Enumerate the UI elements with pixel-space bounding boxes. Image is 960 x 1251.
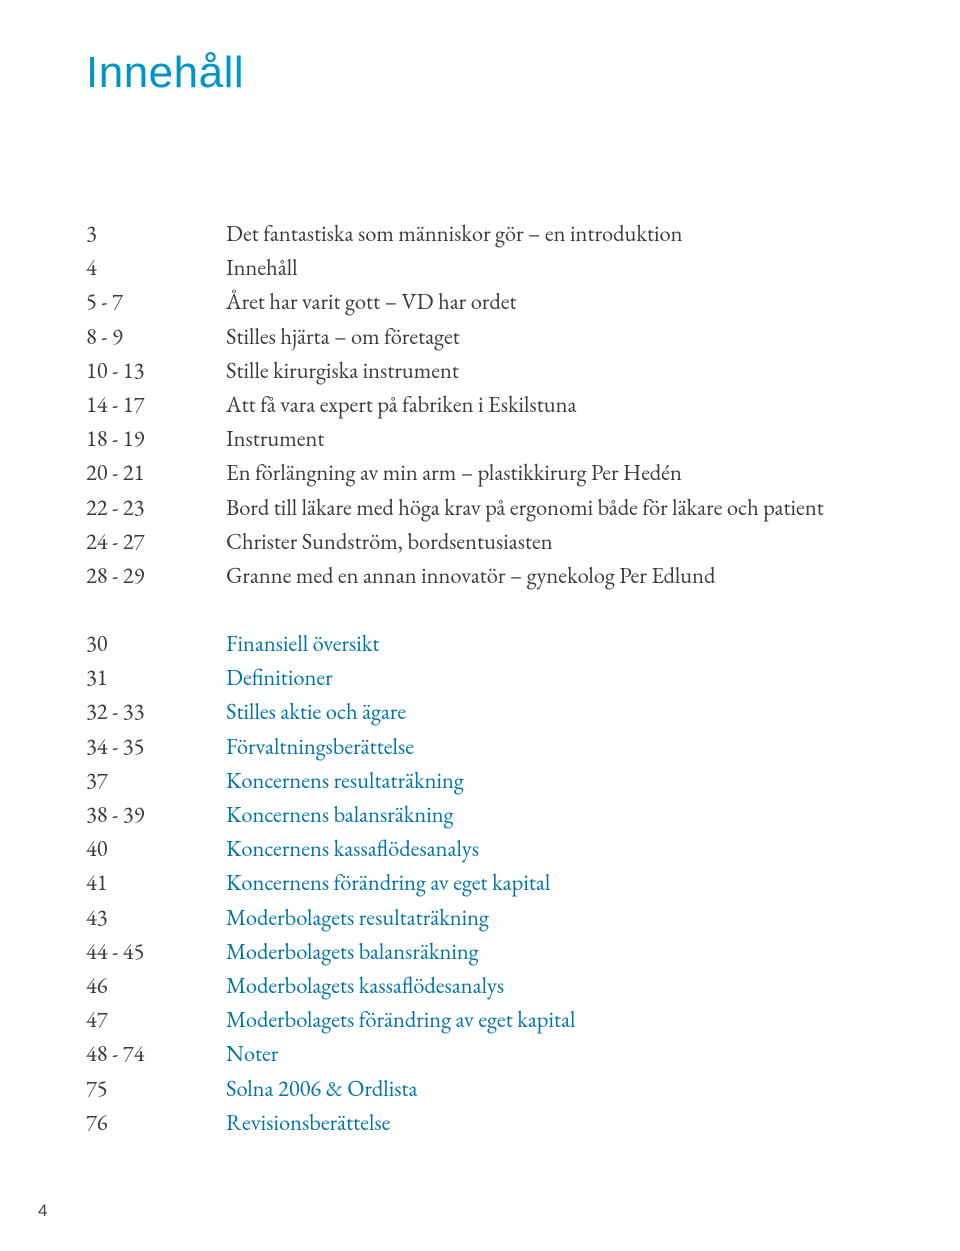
toc-row: 10 - 13 Stille kirurgiska instrument — [86, 353, 960, 387]
toc-page: 10 - 13 — [86, 353, 226, 387]
toc-page: 14 - 17 — [86, 387, 226, 421]
toc-row: 41 Koncernens förändring av eget kapital — [86, 865, 960, 899]
toc-title: Definitioner — [226, 660, 960, 694]
toc-row: 37 Koncernens resultaträkning — [86, 763, 960, 797]
toc-title: Instrument — [226, 421, 960, 455]
toc-title: Stilles hjärta – om företaget — [226, 319, 960, 353]
toc-page: 4 — [86, 250, 226, 284]
toc-page: 34 - 35 — [86, 729, 226, 763]
toc-page: 24 - 27 — [86, 524, 226, 558]
page-title: Innehåll — [86, 48, 960, 98]
toc-page: 38 - 39 — [86, 797, 226, 831]
toc-title: Koncernens förändring av eget kapital — [226, 865, 960, 899]
toc-title: Finansiell översikt — [226, 626, 960, 660]
page-number: 4 — [38, 1201, 47, 1221]
toc-title: Förvaltningsberättelse — [226, 729, 960, 763]
toc-row: 14 - 17 Att få vara expert på fabriken i… — [86, 387, 960, 421]
toc-row: 22 - 23 Bord till läkare med höga krav p… — [86, 490, 960, 524]
toc-title: Bord till läkare med höga krav på ergono… — [226, 490, 960, 524]
toc-page: 30 — [86, 626, 226, 660]
toc-title: Koncernens kassaflödesanalys — [226, 831, 960, 865]
toc-title: En förlängning av min arm – plastikkirur… — [226, 455, 960, 489]
toc-page: 40 — [86, 831, 226, 865]
toc-page: 8 - 9 — [86, 319, 226, 353]
toc-title: Noter — [226, 1036, 960, 1070]
toc-row: 44 - 45 Moderbolagets balansräkning — [86, 934, 960, 968]
toc-row: 18 - 19 Instrument — [86, 421, 960, 455]
toc-row: 32 - 33 Stilles aktie och ägare — [86, 694, 960, 728]
toc-page: 20 - 21 — [86, 455, 226, 489]
toc-page: 32 - 33 — [86, 694, 226, 728]
toc-title: Stilles aktie och ägare — [226, 694, 960, 728]
toc-row: 34 - 35 Förvaltningsberättelse — [86, 729, 960, 763]
toc-row: 5 - 7 Året har varit gott – VD har ordet — [86, 284, 960, 318]
toc-page: 48 - 74 — [86, 1036, 226, 1070]
toc-title: Året har varit gott – VD har ordet — [226, 284, 960, 318]
toc-title: Innehåll — [226, 250, 960, 284]
toc-row: 40 Koncernens kassaflödesanalys — [86, 831, 960, 865]
toc-page: 3 — [86, 216, 226, 250]
toc-title: Moderbolagets förändring av eget kapital — [226, 1002, 960, 1036]
toc-title: Stille kirurgiska instrument — [226, 353, 960, 387]
toc-row: 20 - 21 En förlängning av min arm – plas… — [86, 455, 960, 489]
toc-row: 46 Moderbolagets kassaflödesanalys — [86, 968, 960, 1002]
toc-page: 44 - 45 — [86, 934, 226, 968]
toc-page: 28 - 29 — [86, 558, 226, 592]
toc-row: 24 - 27 Christer Sundström, bordsentusia… — [86, 524, 960, 558]
toc-page: 18 - 19 — [86, 421, 226, 455]
toc-page: 47 — [86, 1002, 226, 1036]
toc-row: 38 - 39 Koncernens balansräkning — [86, 797, 960, 831]
toc-page: 46 — [86, 968, 226, 1002]
toc-title: Koncernens balansräkning — [226, 797, 960, 831]
toc-page: 22 - 23 — [86, 490, 226, 524]
toc-page: 5 - 7 — [86, 284, 226, 318]
toc-title: Att få vara expert på fabriken i Eskilst… — [226, 387, 960, 421]
toc-title: Granne med en annan innovatör – gynekolo… — [226, 558, 960, 592]
toc-list: 3 Det fantastiska som människor gör – en… — [86, 216, 960, 1139]
toc-page: 37 — [86, 763, 226, 797]
toc-title: Moderbolagets resultaträkning — [226, 900, 960, 934]
toc-row: 43 Moderbolagets resultaträkning — [86, 900, 960, 934]
page-container: Innehåll 3 Det fantastiska som människor… — [0, 0, 960, 1251]
toc-row: 3 Det fantastiska som människor gör – en… — [86, 216, 960, 250]
toc-row: 75 Solna 2006 & Ordlista — [86, 1071, 960, 1105]
toc-title: Koncernens resultaträkning — [226, 763, 960, 797]
toc-row: 47 Moderbolagets förändring av eget kapi… — [86, 1002, 960, 1036]
toc-title: Moderbolagets kassaflödesanalys — [226, 968, 960, 1002]
toc-title: Moderbolagets balansräkning — [226, 934, 960, 968]
toc-row: 31 Definitioner — [86, 660, 960, 694]
toc-row: 4 Innehåll — [86, 250, 960, 284]
toc-row: 8 - 9 Stilles hjärta – om företaget — [86, 319, 960, 353]
toc-row: 28 - 29 Granne med en annan innovatör – … — [86, 558, 960, 592]
toc-title: Revisionsberättelse — [226, 1105, 960, 1139]
toc-title: Det fantastiska som människor gör – en i… — [226, 216, 960, 250]
toc-row: 30 Finansiell översikt — [86, 626, 960, 660]
toc-page: 75 — [86, 1071, 226, 1105]
toc-page: 76 — [86, 1105, 226, 1139]
toc-page: 43 — [86, 900, 226, 934]
toc-page: 41 — [86, 865, 226, 899]
toc-title: Christer Sundström, bordsentusiasten — [226, 524, 960, 558]
toc-row: 76 Revisionsberättelse — [86, 1105, 960, 1139]
section-gap — [86, 592, 960, 626]
toc-page: 31 — [86, 660, 226, 694]
toc-title: Solna 2006 & Ordlista — [226, 1071, 960, 1105]
toc-row: 48 - 74 Noter — [86, 1036, 960, 1070]
